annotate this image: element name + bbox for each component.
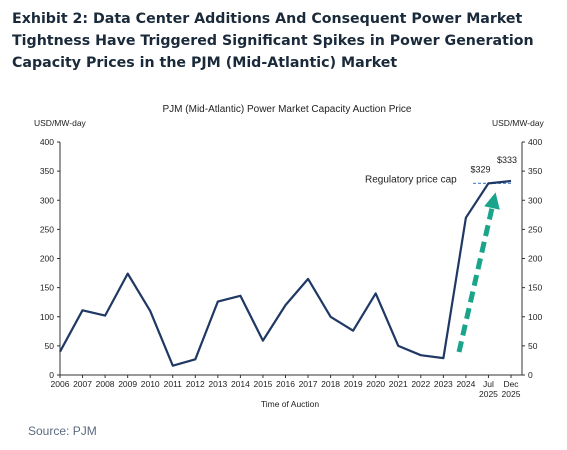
y-tick-label-left: 0	[49, 370, 54, 380]
auction-price-line	[59, 179, 512, 367]
x-tick-label: 2006	[51, 379, 70, 389]
y-tick-label-left: 150	[40, 283, 54, 293]
y-tick-label-left: 400	[40, 137, 54, 147]
x-tick-label: 2024	[456, 379, 475, 389]
y-axis-label-left: USD/MW-day	[34, 118, 87, 128]
x-tick-label: Dec 2025	[502, 379, 521, 399]
x-tick-label: 2013	[208, 379, 227, 389]
x-tick-label: 2009	[118, 379, 137, 389]
x-tick-label: 2016	[276, 379, 295, 389]
chart-title: PJM (Mid-Atlantic) Power Market Capacity…	[163, 104, 412, 115]
trend-arrow-head	[484, 192, 500, 210]
x-tick-label: 2018	[321, 379, 340, 389]
y-ticks-right: 0 50 100 150 200 250 300 350 400	[522, 137, 542, 380]
x-tick-label: 2010	[141, 379, 160, 389]
y-tick-label-right: 300	[528, 195, 542, 205]
y-tick-label-right: 150	[528, 283, 542, 293]
y-tick-label-right: 50	[528, 341, 538, 351]
y-tick-label-right: 350	[528, 166, 542, 176]
y-tick-label-left: 300	[40, 195, 54, 205]
data-label-dec-2025: $333	[497, 155, 517, 165]
x-tick-label: 2023	[434, 379, 453, 389]
y-tick-label-right: 100	[528, 312, 542, 322]
x-tick-label: 2021	[389, 379, 408, 389]
x-tick-label: Jul 2025	[479, 379, 498, 399]
regulatory-price-cap-label: Regulatory price cap	[365, 174, 457, 185]
y-tick-label-right: 400	[528, 137, 542, 147]
x-tick-label: 2019	[344, 379, 363, 389]
x-tick-label: 2012	[186, 379, 205, 389]
x-tick-label: 2014	[231, 379, 250, 389]
x-tick-label: 2020	[366, 379, 385, 389]
x-ticks: 2006 2007 2008 2009 2010 2011 2012 2013 2014 2015…	[51, 375, 521, 399]
y-tick-label-right: 0	[528, 370, 533, 380]
y-ticks-left: 0 50 100 150 200 250 300 350 400	[40, 137, 60, 380]
y-tick-label-left: 100	[40, 312, 54, 322]
y-tick-label-left: 200	[40, 254, 54, 264]
x-tick-label: 2011	[164, 379, 183, 389]
x-axis-label: Time of Auction	[261, 399, 320, 409]
exhibit-title: Exhibit 2: Data Center Additions And Con…	[12, 11, 534, 71]
source-note: Source: PJM	[28, 424, 97, 438]
data-label-jul-2025: $329	[470, 164, 490, 174]
x-tick-label: 2017	[299, 379, 318, 389]
y-tick-label-left: 250	[40, 224, 54, 234]
y-tick-label-left: 50	[45, 341, 55, 351]
y-axis-label-right: USD/MW-day	[492, 118, 545, 128]
y-tick-label-left: 350	[40, 166, 54, 176]
x-tick-label: 2022	[411, 379, 430, 389]
y-tick-label-right: 200	[528, 254, 542, 264]
y-tick-label-right: 250	[528, 224, 542, 234]
x-tick-label: 2007	[73, 379, 92, 389]
x-tick-label: 2008	[96, 379, 115, 389]
trend-arrow	[456, 207, 495, 353]
x-tick-label: 2015	[253, 379, 272, 389]
